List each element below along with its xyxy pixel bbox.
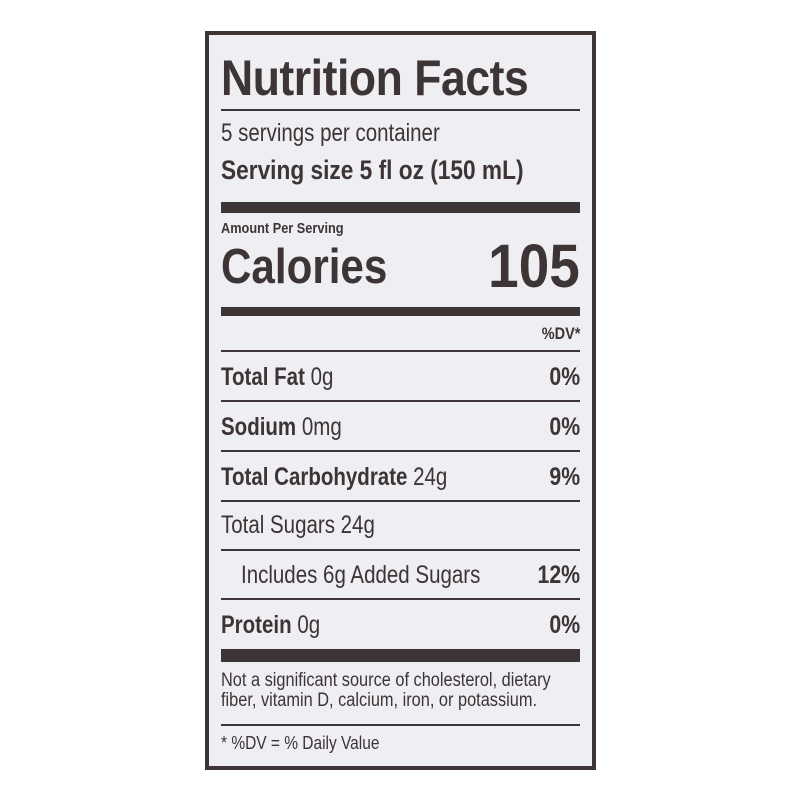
divider — [221, 109, 580, 111]
footnote: Not a significant source of cholesterol,… — [221, 671, 551, 711]
divider — [221, 549, 580, 551]
title: Nutrition Facts — [221, 50, 529, 106]
divider — [221, 500, 580, 502]
divider — [221, 724, 580, 726]
nutrient-row-protein: Protein 0g — [221, 611, 321, 639]
footnote-line: fiber, vitamin D, calcium, iron, or pota… — [221, 690, 538, 711]
nutrient-row-sodium: Sodium 0mg — [221, 413, 342, 441]
footnote-line: Not a significant source of cholesterol,… — [221, 670, 551, 691]
dv-total-carbohydrate: 9% — [549, 463, 580, 491]
divider — [221, 450, 580, 452]
nutrient-row-total-sugars: Total Sugars 24g — [221, 511, 375, 539]
nutrition-facts-label: Nutrition Facts 5 servings per container… — [205, 31, 596, 770]
dv-protein: 0% — [549, 611, 580, 639]
nutrient-row-added-sugars: Includes 6g Added Sugars — [241, 561, 481, 589]
thick-divider — [221, 649, 580, 662]
calories-label: Calories — [221, 240, 388, 294]
dv-sodium: 0% — [549, 413, 580, 441]
thick-divider — [221, 202, 580, 213]
dv-note: * %DV = % Daily Value — [221, 733, 380, 753]
servings-per-container: 5 servings per container — [221, 119, 440, 147]
dv-added-sugars: 12% — [537, 561, 580, 589]
divider — [221, 598, 580, 600]
amount-per-serving: Amount Per Serving — [221, 220, 344, 237]
dv-total-fat: 0% — [549, 363, 580, 391]
serving-size: Serving size 5 fl oz (150 mL) — [221, 155, 524, 185]
thick-divider — [221, 307, 580, 316]
nutrient-row-total-carbohydrate: Total Carbohydrate 24g — [221, 463, 448, 491]
divider — [221, 400, 580, 402]
dv-header: %DV* — [541, 324, 580, 343]
divider — [221, 350, 580, 352]
nutrient-row-total-fat: Total Fat 0g — [221, 363, 334, 391]
calories-value: 105 — [488, 232, 580, 300]
